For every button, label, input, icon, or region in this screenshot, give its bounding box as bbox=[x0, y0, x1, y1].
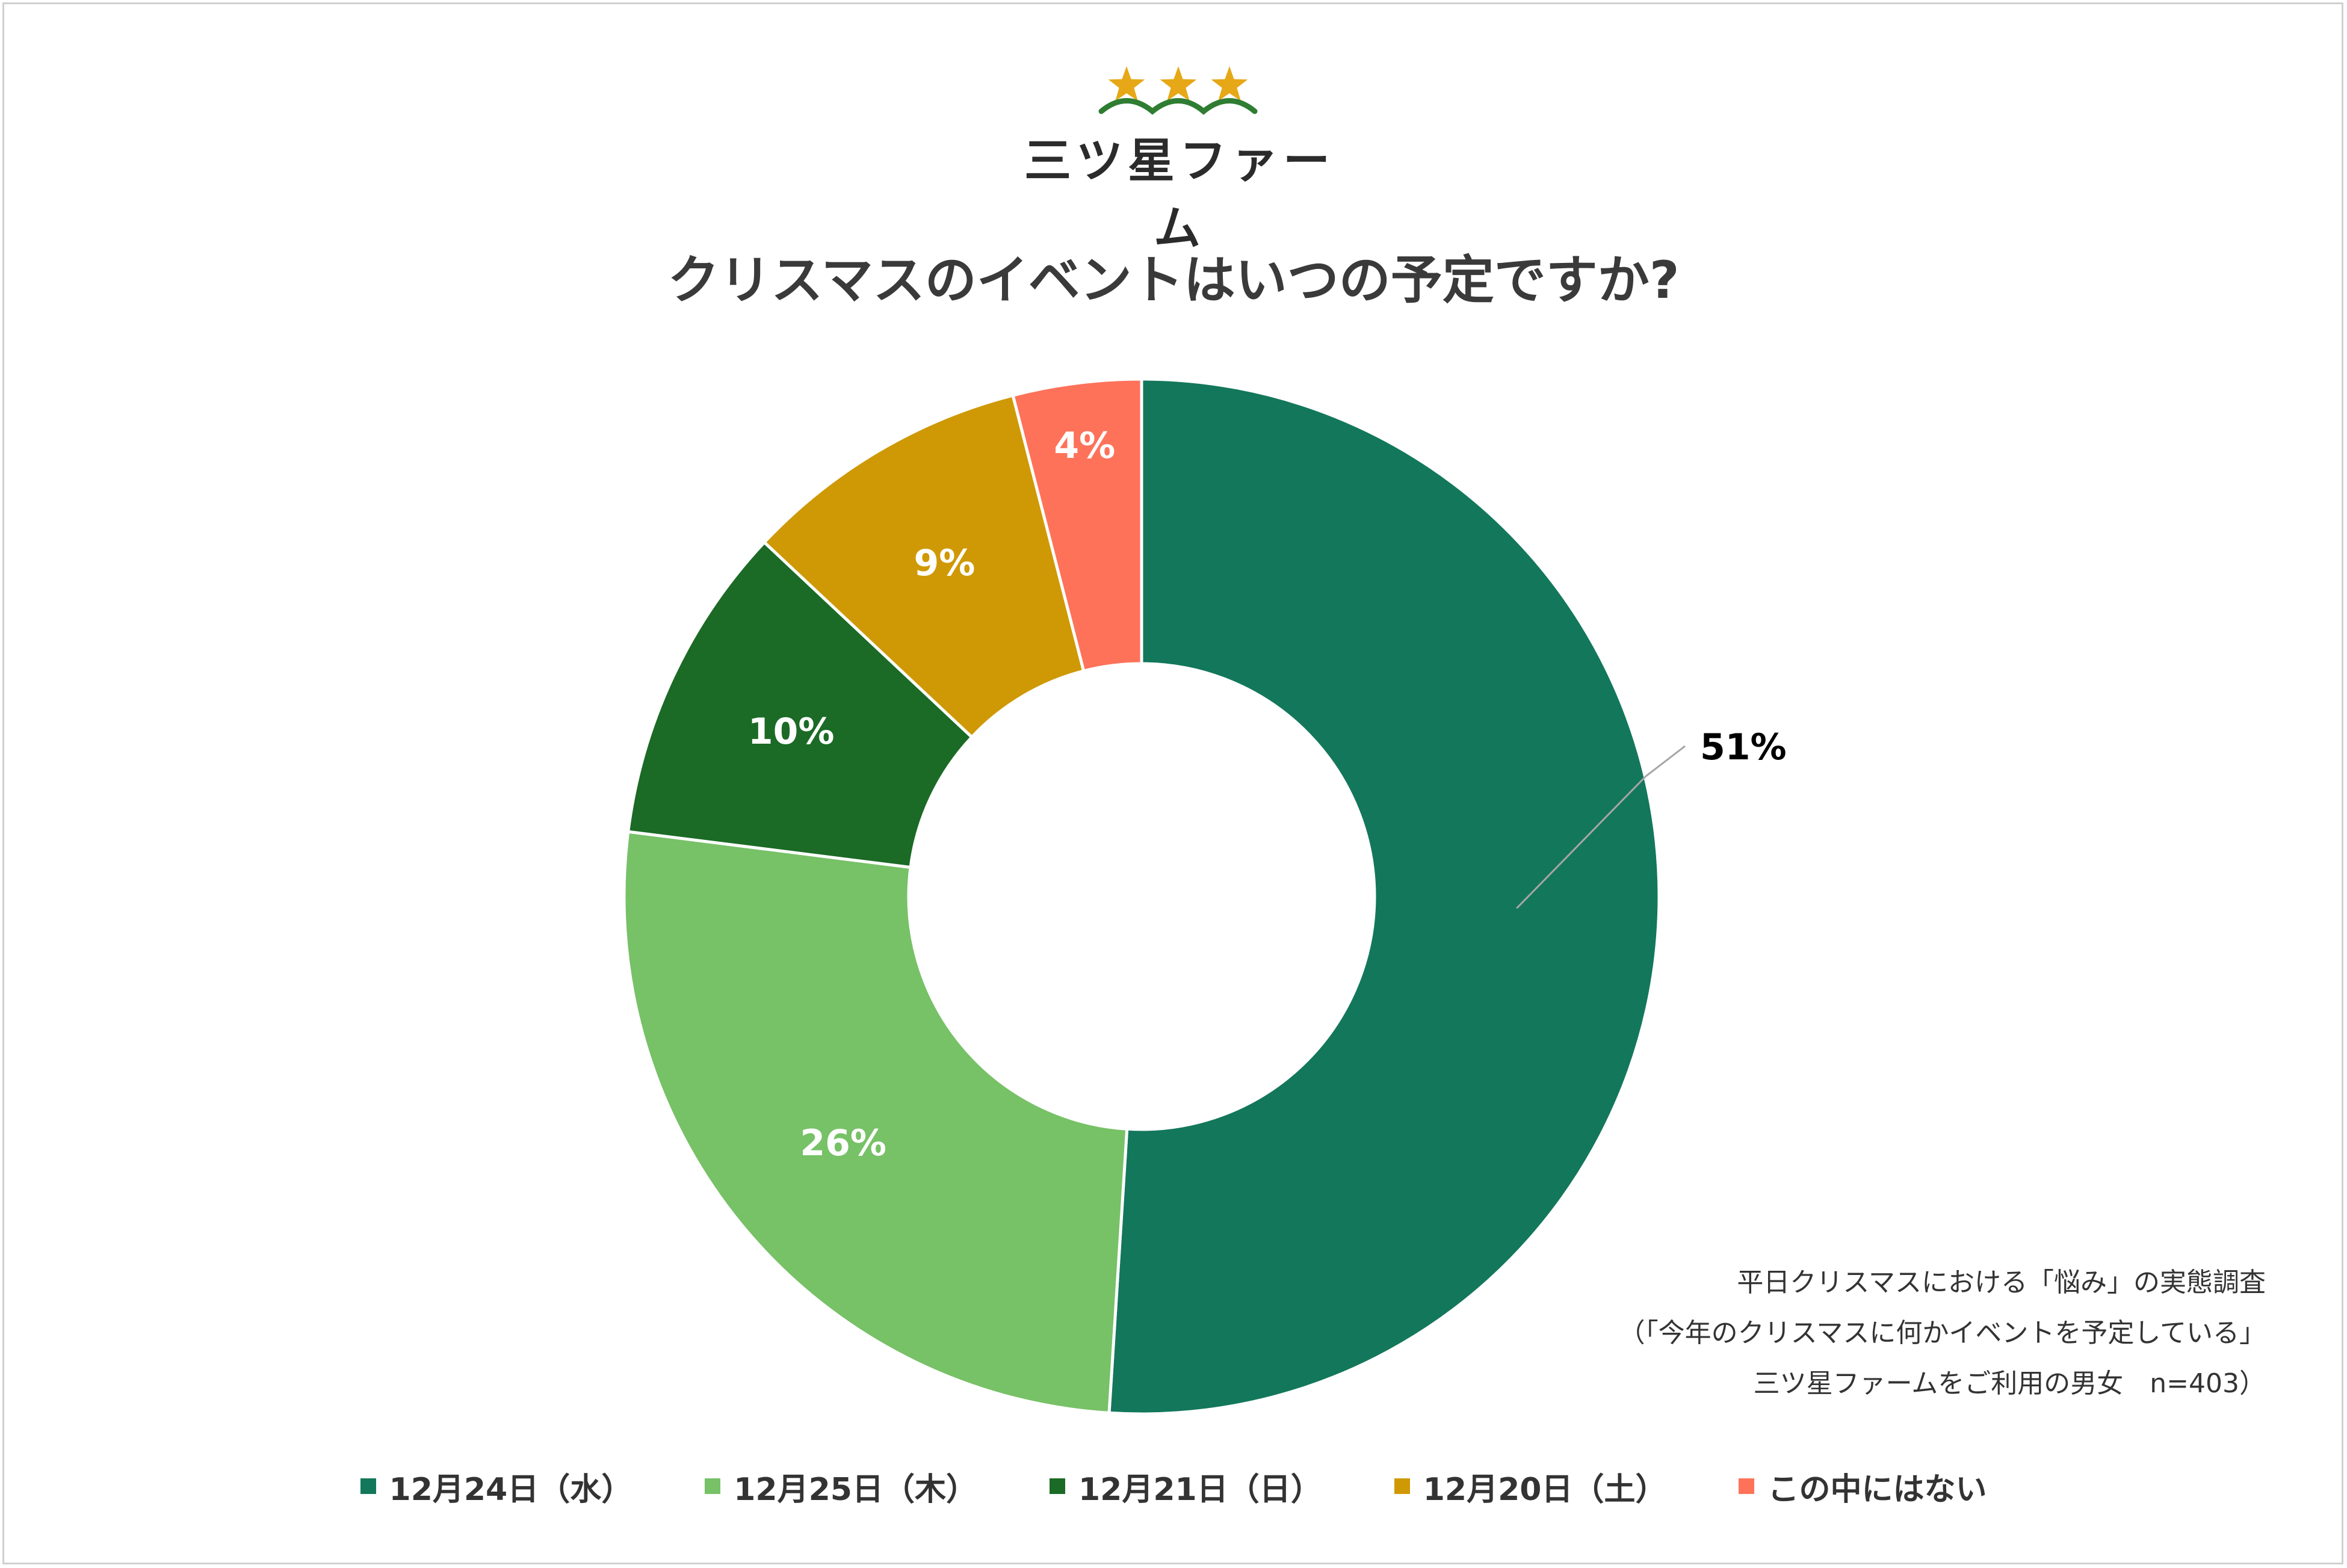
wave-icon bbox=[1098, 98, 1258, 115]
legend-item: この中にはない bbox=[1739, 1464, 1987, 1509]
leader-line bbox=[1516, 745, 1686, 909]
star-wave-logo-icon bbox=[1098, 66, 1258, 115]
legend-swatch bbox=[1049, 1478, 1065, 1494]
survey-note-line: 三ツ星ファームをご利用の男女 n=403） bbox=[1753, 1368, 2266, 1399]
donut-slice bbox=[626, 540, 974, 869]
legend-swatch bbox=[1394, 1478, 1410, 1494]
legend-item: 12月24日（水） bbox=[360, 1464, 633, 1509]
star-icon bbox=[1108, 66, 1248, 101]
brand-name: 三ツ星ファーム bbox=[1024, 134, 1335, 256]
slice-label: 51% bbox=[1700, 726, 1787, 768]
legend-label: 12月25日（木） bbox=[734, 1471, 977, 1508]
legend-item: 12月21日（日） bbox=[1049, 1464, 1322, 1509]
legend-swatch bbox=[360, 1478, 376, 1494]
survey-note-line: 平日クリスマスにおける「悩み」の実態調査 bbox=[1737, 1267, 2266, 1298]
survey-note: 平日クリスマスにおける「悩み」の実態調査 （「今年のクリスマスに何かイベントを予… bbox=[1504, 1258, 2266, 1409]
chart-title: クリスマスのイベントはいつの予定ですか? bbox=[667, 250, 1680, 310]
slice-label: 4% bbox=[1054, 425, 1115, 467]
legend-label: 12月20日（土） bbox=[1423, 1471, 1667, 1508]
legend-label: 12月21日（日） bbox=[1078, 1471, 1322, 1508]
slice-label: 26% bbox=[800, 1122, 886, 1164]
donut-slice bbox=[622, 830, 1129, 1415]
slice-label: 9% bbox=[914, 542, 975, 584]
donut-slice bbox=[1011, 377, 1143, 673]
slice-label: 10% bbox=[748, 711, 835, 753]
survey-note-line: （「今年のクリスマスに何かイベントを予定している」 bbox=[1618, 1318, 2266, 1348]
legend-swatch bbox=[1739, 1478, 1755, 1494]
legend-item: 12月20日（土） bbox=[1394, 1464, 1667, 1509]
legend-item: 12月25日（木） bbox=[705, 1464, 977, 1509]
donut-slice bbox=[1107, 377, 1661, 1416]
legend: 12月24日（水） 12月25日（木） 12月21日（日） 12月20日（土） … bbox=[0, 1459, 2347, 1513]
legend-label: この中にはない bbox=[1767, 1471, 1987, 1508]
legend-swatch bbox=[705, 1478, 721, 1494]
legend-label: 12月24日（水） bbox=[389, 1471, 633, 1508]
donut-slice bbox=[762, 393, 1086, 739]
brand-logo: 三ツ星ファーム bbox=[1023, 60, 1336, 256]
